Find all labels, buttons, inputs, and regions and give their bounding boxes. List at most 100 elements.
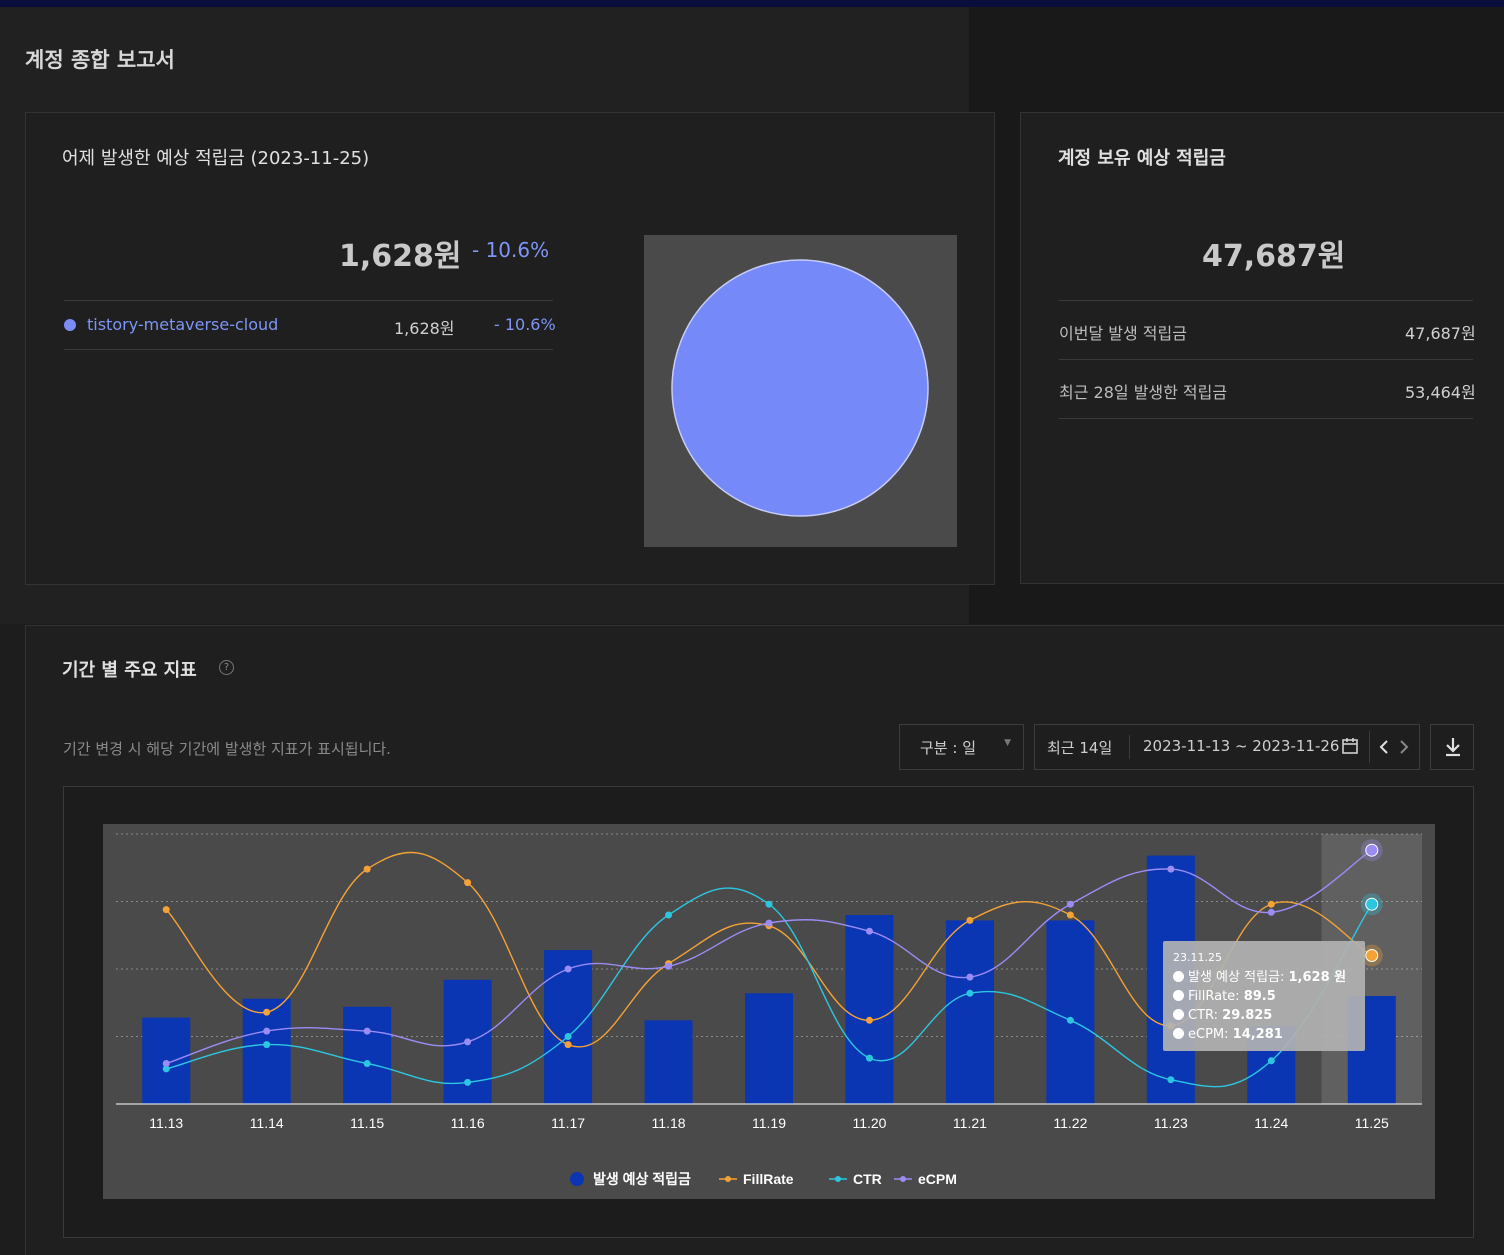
data-point[interactable] <box>1267 908 1275 916</box>
data-point[interactable] <box>966 973 974 981</box>
divider <box>1059 418 1473 419</box>
data-point[interactable] <box>865 1054 873 1062</box>
month-earnings-label: 이번달 발생 적립금 <box>1059 324 1187 343</box>
data-point[interactable] <box>966 916 974 924</box>
legend-label[interactable]: FillRate <box>743 1171 794 1187</box>
month-earnings-value: 47,687원 <box>1405 324 1476 343</box>
legend-label[interactable]: 발생 예상 적립금 <box>593 1171 691 1187</box>
x-tick-label: 11.13 <box>149 1115 183 1131</box>
data-point[interactable] <box>1066 911 1074 919</box>
x-tick-label: 11.23 <box>1154 1115 1188 1131</box>
data-point[interactable] <box>162 1065 170 1073</box>
card-title: 어제 발생한 예상 적립금 (2023-11-25) <box>62 148 370 169</box>
data-point[interactable] <box>1066 900 1074 908</box>
tooltip-row: eCPM: 14,281 <box>1173 1025 1355 1044</box>
data-point[interactable] <box>1365 949 1379 962</box>
data-point[interactable] <box>1167 865 1175 873</box>
legend-label[interactable]: eCPM <box>918 1171 957 1187</box>
data-point[interactable] <box>1167 1076 1175 1084</box>
download-button[interactable] <box>1430 724 1474 770</box>
data-point[interactable] <box>162 906 170 914</box>
yesterday-earnings-card: 어제 발생한 예상 적립금 (2023-11-25) 1,628원 - 10.6… <box>25 112 995 585</box>
bar[interactable] <box>242 998 291 1104</box>
x-tick-label: 11.25 <box>1355 1115 1389 1131</box>
data-point[interactable] <box>464 1038 472 1046</box>
legend-marker[interactable] <box>570 1172 584 1186</box>
chevron-down-icon: ▼ <box>1004 738 1011 748</box>
divider <box>64 300 553 301</box>
data-point[interactable] <box>1365 897 1379 911</box>
data-point[interactable] <box>363 1027 371 1035</box>
data-point[interactable] <box>464 879 472 887</box>
bar[interactable] <box>845 915 894 1104</box>
data-point[interactable] <box>363 865 371 873</box>
page-title: 계정 종합 보고서 <box>25 48 175 72</box>
legend-label[interactable]: CTR <box>853 1171 882 1187</box>
yesterday-delta: - 10.6% <box>472 238 550 262</box>
download-icon <box>1446 738 1460 757</box>
chevron-left-icon[interactable] <box>1378 739 1390 755</box>
data-point[interactable] <box>464 1078 472 1086</box>
pie-chart <box>644 235 957 547</box>
data-point[interactable] <box>263 1041 271 1049</box>
divider <box>1129 735 1130 759</box>
tooltip-row: FillRate: 89.5 <box>1173 987 1355 1006</box>
data-point[interactable] <box>665 911 673 919</box>
period-picker[interactable]: 최근 14일 2023-11-13 ~ 2023-11-26 <box>1034 724 1420 770</box>
data-point[interactable] <box>765 919 773 927</box>
legend-marker-dot <box>725 1176 731 1182</box>
card-title: 기간 별 주요 지표 <box>62 660 197 681</box>
x-tick-label: 11.24 <box>1254 1115 1288 1131</box>
chevron-right-icon[interactable] <box>1398 739 1410 755</box>
data-point[interactable] <box>564 1041 572 1049</box>
site-delta: - 10.6% <box>494 315 556 334</box>
legend-marker-dot <box>900 1176 906 1182</box>
question-circle-icon[interactable]: ? <box>219 660 234 675</box>
calendar-icon[interactable] <box>1341 737 1359 755</box>
data-point[interactable] <box>765 900 773 908</box>
metrics-chart: 11.13 11.14 11.15 11.16 11.17 11.18 11.19 11.20… <box>116 833 1422 1187</box>
period-preset[interactable]: 최근 14일 <box>1047 739 1113 757</box>
data-point[interactable] <box>263 1008 271 1016</box>
x-tick-label: 11.17 <box>551 1115 585 1131</box>
data-point[interactable] <box>263 1027 271 1035</box>
28day-earnings-label: 최근 28일 발생한 적립금 <box>1059 383 1228 402</box>
bar[interactable] <box>945 920 994 1104</box>
bar[interactable] <box>644 1020 693 1104</box>
granularity-label: 구분 : 일 <box>920 739 976 757</box>
divider <box>1059 300 1473 301</box>
data-point[interactable] <box>1267 900 1275 908</box>
card-title: 계정 보유 예상 적립금 <box>1058 148 1226 169</box>
data-point[interactable] <box>1267 1057 1275 1065</box>
x-tick-label: 11.15 <box>350 1115 384 1131</box>
data-point[interactable] <box>966 989 974 997</box>
period-metrics-card: 기간 별 주요 지표 ? 기간 변경 시 해당 기간에 발생한 지표가 표시됩니… <box>25 625 1504 1255</box>
bar[interactable] <box>1046 920 1095 1104</box>
data-point[interactable] <box>363 1060 371 1067</box>
data-point[interactable] <box>865 927 873 935</box>
data-point[interactable] <box>162 1060 170 1067</box>
divider <box>1059 359 1473 360</box>
period-description: 기간 변경 시 해당 기간에 발생한 지표가 표시됩니다. <box>63 740 391 758</box>
x-tick-label: 11.16 <box>451 1115 485 1131</box>
data-point[interactable] <box>1066 1016 1074 1024</box>
data-point[interactable] <box>564 1033 572 1040</box>
bar[interactable] <box>544 950 593 1104</box>
pie-slice[interactable] <box>671 259 929 517</box>
x-tick-label: 11.19 <box>752 1115 786 1131</box>
tooltip-row: 발생 예상 적립금: 1,628 원 <box>1173 968 1355 987</box>
bar[interactable] <box>343 1006 392 1104</box>
bar[interactable] <box>745 993 793 1104</box>
data-point[interactable] <box>1365 843 1379 857</box>
top-bar <box>0 0 1504 7</box>
data-point[interactable] <box>564 965 572 973</box>
legend-marker-dot <box>835 1176 841 1182</box>
x-tick-label: 11.22 <box>1053 1115 1087 1131</box>
x-tick-label: 11.21 <box>953 1115 987 1131</box>
site-name-link[interactable]: tistory-metaverse-cloud <box>87 315 279 334</box>
date-range[interactable]: 2023-11-13 ~ 2023-11-26 <box>1143 737 1340 755</box>
28day-earnings-value: 53,464원 <box>1405 383 1476 402</box>
data-point[interactable] <box>865 1016 873 1024</box>
data-point[interactable] <box>665 962 673 970</box>
granularity-select[interactable]: 구분 : 일 ▼ <box>899 724 1024 770</box>
